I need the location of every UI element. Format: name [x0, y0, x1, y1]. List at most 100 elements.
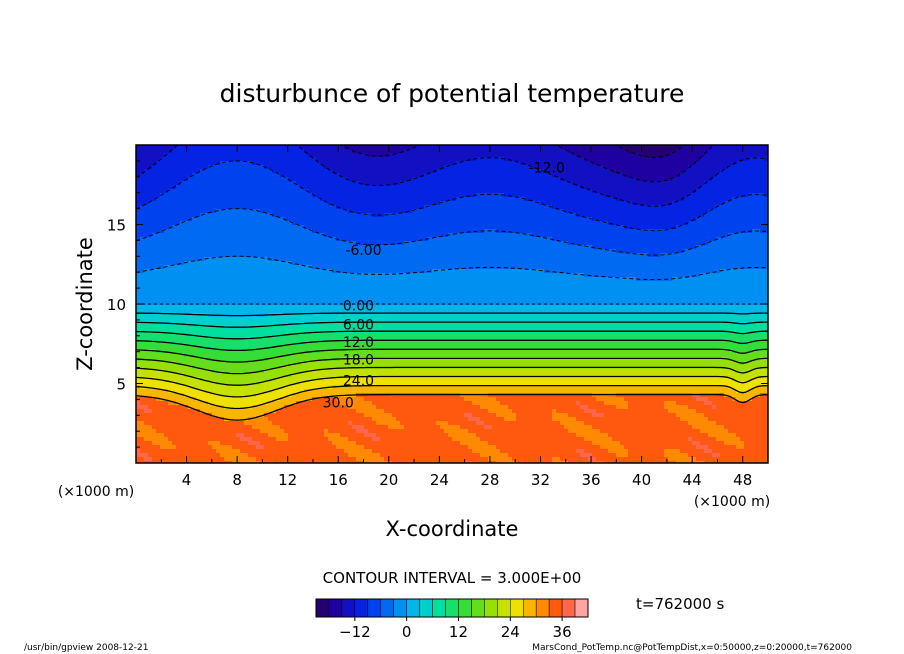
field-cell [228, 381, 233, 386]
field-cell [280, 369, 285, 374]
field-cell [140, 365, 145, 370]
field-cell [236, 225, 241, 230]
field-cell [376, 225, 381, 230]
field-cell [268, 461, 273, 463]
field-cell [292, 289, 297, 294]
field-cell [232, 461, 237, 463]
field-cell [264, 225, 269, 230]
field-cell [380, 445, 385, 450]
field-cell [240, 169, 245, 174]
field-cell [236, 389, 241, 394]
field-cell [160, 345, 165, 350]
field-cell [156, 145, 161, 150]
field-cell [164, 341, 169, 346]
field-cell [192, 285, 197, 290]
field-cell [148, 153, 153, 158]
field-cell [140, 225, 145, 230]
field-cell [352, 457, 357, 462]
field-cell [364, 265, 369, 270]
field-cell [252, 441, 257, 446]
field-cell [376, 381, 381, 386]
field-cell [164, 245, 169, 250]
field-cell [196, 337, 201, 342]
field-cell [204, 273, 209, 278]
field-cell [288, 217, 293, 222]
field-cell [192, 293, 197, 298]
field-cell [164, 389, 169, 394]
field-cell [228, 241, 233, 246]
field-cell [152, 441, 157, 446]
field-cell [200, 269, 205, 274]
field-cell [144, 181, 149, 186]
field-cell [232, 429, 237, 434]
field-cell [160, 237, 165, 242]
field-cell [288, 201, 293, 206]
field-cell [328, 317, 333, 322]
field-cell [324, 405, 329, 410]
field-cell [308, 245, 313, 250]
field-cell [136, 149, 141, 154]
field-cell [380, 409, 385, 414]
field-cell [280, 313, 285, 318]
field-cell [328, 377, 333, 382]
field-cell [196, 393, 201, 398]
field-cell [200, 393, 205, 398]
field-cell [140, 221, 145, 226]
field-cell [148, 313, 153, 318]
field-cell [336, 433, 341, 438]
field-cell [328, 173, 333, 178]
field-cell [284, 461, 289, 463]
field-cell [180, 241, 185, 246]
field-cell [140, 345, 145, 350]
field-cell [152, 249, 157, 254]
field-cell [364, 309, 369, 314]
field-cell [272, 201, 277, 206]
field-cell [152, 437, 157, 442]
field-cell [256, 149, 261, 154]
field-cell [368, 449, 373, 454]
field-cell [340, 185, 345, 190]
field-cell [208, 241, 213, 246]
field-cell [168, 417, 173, 422]
field-cell [224, 257, 229, 262]
field-cell [272, 405, 277, 410]
field-cell [276, 449, 281, 454]
field-cell [256, 177, 261, 182]
field-cell [184, 441, 189, 446]
field-cell [156, 305, 161, 310]
field-cell [240, 269, 245, 274]
field-cell [380, 209, 385, 214]
field-cell [164, 329, 169, 334]
field-cell [232, 317, 237, 322]
field-cell [144, 185, 149, 190]
field-cell [272, 413, 277, 418]
field-cell [136, 213, 141, 218]
field-cell [260, 401, 265, 406]
field-cell [292, 361, 297, 366]
field-cell [288, 461, 293, 463]
field-cell [192, 153, 197, 158]
field-cell [208, 269, 213, 274]
field-cell [236, 281, 241, 286]
field-cell [300, 293, 305, 298]
field-cell [180, 365, 185, 370]
field-cell [272, 329, 277, 334]
field-cell [360, 305, 365, 310]
field-cell [356, 189, 361, 194]
field-cell [156, 269, 161, 274]
field-cell [208, 461, 213, 463]
field-cell [164, 337, 169, 342]
field-cell [360, 193, 365, 198]
field-cell [212, 173, 217, 178]
field-cell [168, 413, 173, 418]
field-cell [240, 309, 245, 314]
field-cell [324, 261, 329, 266]
field-cell [200, 325, 205, 330]
field-cell [224, 385, 229, 390]
field-cell [268, 293, 273, 298]
field-cell [364, 417, 369, 422]
field-cell [220, 265, 225, 270]
field-cell [316, 417, 321, 422]
field-cell [296, 453, 301, 458]
field-cell [316, 201, 321, 206]
